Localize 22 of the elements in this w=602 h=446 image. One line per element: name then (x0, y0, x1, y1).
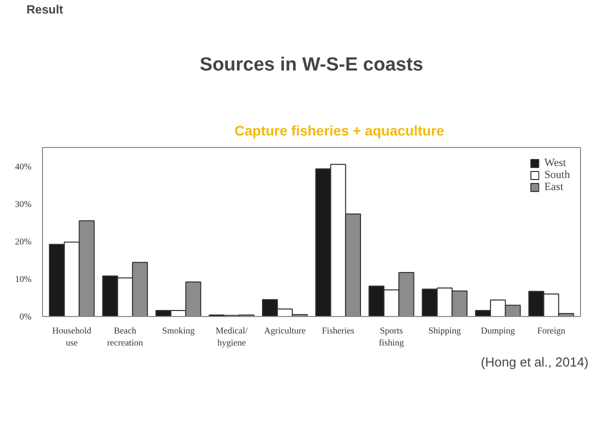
text: Result (26, 2, 64, 16)
x-tick-label: Sports fishing (378, 326, 404, 348)
x-tick-label: Smoking (162, 326, 196, 336)
x-tick-label: Fisheries (322, 326, 355, 336)
x-tick-label: Beach recreation (107, 326, 144, 348)
y-tick-label: 40% (15, 161, 32, 172)
x-tick-label: Agriculture (264, 326, 306, 336)
x-tick-label: Household use (52, 326, 92, 348)
legend-label: South (544, 169, 570, 181)
chart-title: Sources in W-S-E coasts (200, 54, 424, 76)
y-tick-label: 20% (15, 236, 32, 246)
x-tick-label: Dumping (480, 326, 516, 336)
y-tick-label: 30% (15, 198, 32, 209)
y-tick-label: 0% (20, 312, 32, 322)
x-tick-label: Medical/ hygiene (216, 326, 248, 348)
text: (Hong et al., 2014) (480, 354, 589, 370)
legend-label: East (544, 181, 564, 193)
text: Capture fisheries + aquaculture (234, 122, 444, 138)
x-tick-label: Foreign (537, 326, 566, 336)
y-tick-label: 10% (15, 274, 32, 284)
legend-label: West (544, 157, 566, 169)
x-tick-label: Shipping (428, 326, 462, 336)
